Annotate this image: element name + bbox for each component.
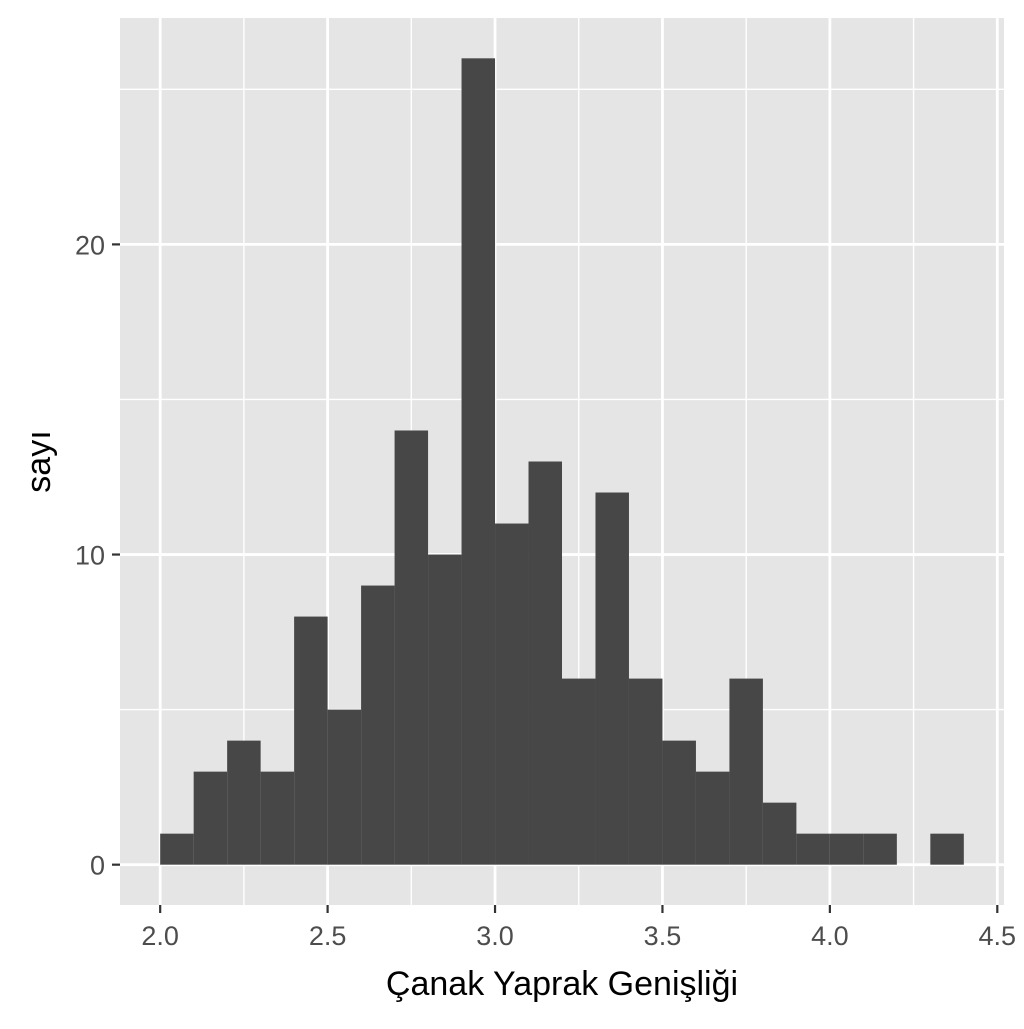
x-tick-label: 3.0	[476, 921, 514, 951]
histogram-bar	[461, 58, 496, 865]
y-axis-title: sayı	[20, 430, 58, 492]
histogram-bar	[595, 492, 629, 865]
histogram-bar	[394, 430, 429, 865]
histogram-bar	[327, 709, 362, 865]
histogram-bars	[160, 58, 964, 865]
histogram-bar	[361, 585, 395, 865]
x-tick-label: 2.5	[309, 921, 347, 951]
histogram-bar	[160, 833, 194, 865]
histogram-bar	[193, 771, 228, 865]
histogram-bar	[930, 833, 964, 865]
histogram-bar	[562, 678, 596, 865]
x-axis-title: Çanak Yaprak Genişliği	[386, 965, 738, 1003]
y-tick-label: 0	[90, 851, 105, 881]
x-axis: 2.0 2.5 3.0 3.5 4.0 4.5	[141, 905, 1016, 951]
histogram-bar	[695, 771, 730, 865]
x-tick-label: 2.0	[141, 921, 179, 951]
histogram-bar	[428, 554, 462, 865]
histogram-bar	[662, 740, 696, 865]
histogram-bar	[796, 833, 830, 865]
y-axis: 0 10 20	[75, 230, 120, 881]
y-tick-label: 20	[75, 230, 105, 260]
histogram-bar	[762, 802, 797, 865]
x-tick-label: 4.5	[979, 921, 1017, 951]
x-tick-label: 3.5	[644, 921, 682, 951]
y-tick-label: 10	[75, 541, 105, 571]
histogram-bar	[227, 740, 261, 865]
histogram-bar	[628, 678, 663, 865]
histogram-bar	[863, 833, 897, 865]
histogram-bar	[829, 833, 864, 865]
x-tick-label: 4.0	[811, 921, 849, 951]
histogram-bar	[528, 461, 562, 865]
histogram-bar	[495, 523, 529, 865]
histogram-bar	[260, 771, 295, 865]
histogram-bar	[729, 678, 763, 865]
histogram-bar	[294, 616, 328, 865]
